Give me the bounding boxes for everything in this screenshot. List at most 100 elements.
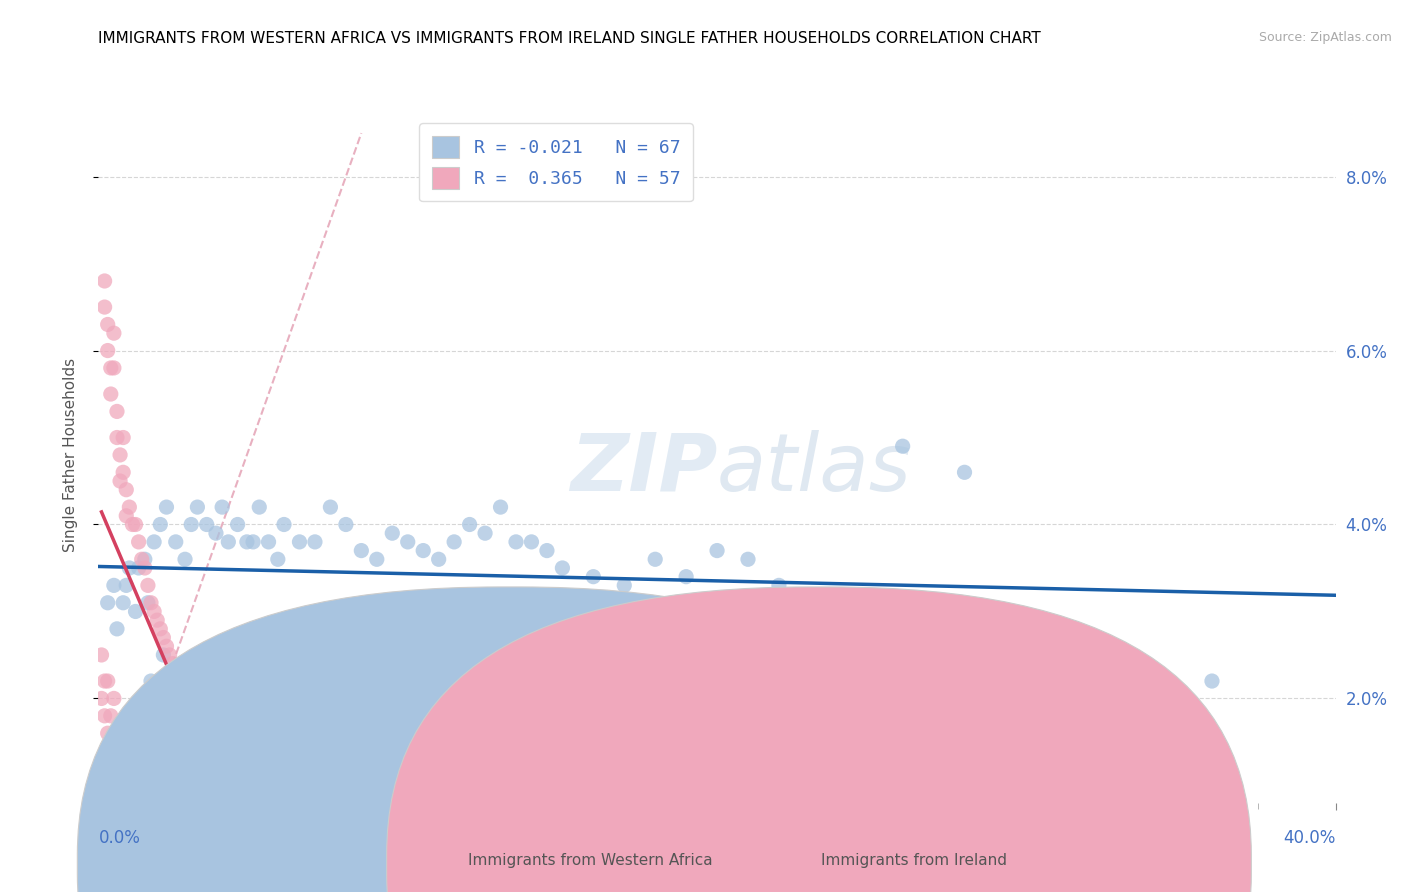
Point	[247, 500, 270, 514]
Point	[180, 735, 202, 749]
Point	[706, 543, 728, 558]
Point	[613, 578, 636, 592]
Point	[118, 761, 141, 775]
Point	[100, 360, 122, 375]
Point	[100, 387, 122, 401]
Text: atlas: atlas	[717, 430, 912, 508]
Point	[105, 404, 128, 418]
Point	[644, 552, 666, 566]
Point	[768, 578, 790, 592]
Point	[105, 430, 128, 444]
Point	[267, 552, 290, 566]
Point	[273, 517, 295, 532]
Point	[112, 466, 135, 480]
Point	[152, 631, 174, 645]
Text: Immigrants from Ireland: Immigrants from Ireland	[821, 854, 1007, 868]
Text: 0.0%: 0.0%	[98, 829, 141, 847]
Point	[149, 622, 172, 636]
Point	[128, 534, 150, 549]
Point	[165, 665, 187, 680]
Point	[143, 534, 166, 549]
Point	[167, 674, 190, 689]
Point	[799, 674, 821, 689]
Point	[520, 534, 543, 549]
Point	[103, 360, 125, 375]
Point	[443, 534, 465, 549]
Point	[474, 526, 496, 541]
Point	[121, 761, 143, 775]
Point	[152, 648, 174, 662]
Point	[551, 561, 574, 575]
Point	[582, 569, 605, 583]
Point	[97, 596, 120, 610]
Point	[752, 708, 775, 723]
Point	[136, 578, 159, 592]
Text: Source: ZipAtlas.com: Source: ZipAtlas.com	[1258, 31, 1392, 45]
Point	[257, 534, 280, 549]
Point	[112, 596, 135, 610]
Text: ZIP: ZIP	[569, 430, 717, 508]
Point	[139, 596, 162, 610]
Point	[90, 691, 112, 706]
Point	[366, 552, 388, 566]
Point	[108, 744, 131, 758]
Point	[319, 500, 342, 514]
Point	[186, 761, 208, 775]
Point	[304, 534, 326, 549]
Point	[211, 796, 233, 810]
Point	[737, 552, 759, 566]
Point	[891, 439, 914, 453]
Point	[236, 534, 259, 549]
Legend: R = -0.021   N = 67, R =  0.365   N = 57: R = -0.021 N = 67, R = 0.365 N = 57	[419, 123, 693, 202]
Point	[659, 665, 682, 680]
Point	[186, 500, 208, 514]
Point	[115, 578, 138, 592]
Point	[93, 300, 115, 314]
Point	[226, 517, 249, 532]
Point	[105, 622, 128, 636]
Point	[180, 517, 202, 532]
Point	[124, 517, 146, 532]
Point	[124, 752, 146, 766]
Point	[675, 569, 697, 583]
Point	[105, 726, 128, 740]
Point	[183, 752, 205, 766]
Point	[177, 674, 200, 689]
Point	[90, 648, 112, 662]
Point	[118, 500, 141, 514]
Point	[217, 534, 239, 549]
Point	[159, 648, 181, 662]
Point	[97, 726, 120, 740]
Point	[131, 552, 153, 566]
Point	[115, 508, 138, 523]
Point	[100, 708, 122, 723]
Point	[139, 674, 162, 689]
Point	[103, 578, 125, 592]
Text: IMMIGRANTS FROM WESTERN AFRICA VS IMMIGRANTS FROM IRELAND SINGLE FATHER HOUSEHOL: IMMIGRANTS FROM WESTERN AFRICA VS IMMIGR…	[98, 31, 1042, 46]
Point	[118, 561, 141, 575]
Point	[124, 605, 146, 619]
Point	[165, 534, 187, 549]
Point	[201, 674, 224, 689]
Point	[458, 517, 481, 532]
Point	[143, 605, 166, 619]
Point	[93, 274, 115, 288]
Point	[195, 778, 218, 792]
Point	[103, 735, 125, 749]
Point	[489, 500, 512, 514]
Point	[93, 708, 115, 723]
Point	[97, 343, 120, 358]
Text: Immigrants from Western Africa: Immigrants from Western Africa	[468, 854, 713, 868]
Point	[505, 534, 527, 549]
Point	[412, 543, 434, 558]
Point	[155, 500, 177, 514]
Y-axis label: Single Father Households: Single Father Households	[63, 358, 77, 552]
Point	[381, 526, 404, 541]
Point	[121, 517, 143, 532]
Point	[1201, 674, 1223, 689]
Point	[93, 674, 115, 689]
Point	[177, 717, 200, 731]
Point	[162, 657, 184, 671]
Point	[242, 534, 264, 549]
Point	[174, 700, 197, 714]
